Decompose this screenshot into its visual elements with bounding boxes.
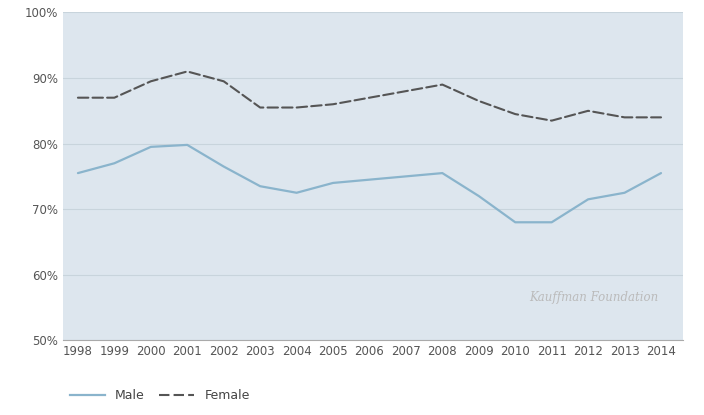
Male <box>620 190 629 195</box>
Female <box>256 105 265 110</box>
Male <box>329 181 337 186</box>
Female <box>146 79 155 84</box>
Female <box>474 98 483 103</box>
Female <box>511 112 520 117</box>
Male <box>365 177 374 182</box>
Male <box>146 144 155 149</box>
Female <box>402 89 410 94</box>
Female <box>110 95 118 100</box>
Female <box>657 115 665 120</box>
Female <box>74 95 82 100</box>
Male <box>110 161 118 166</box>
Male <box>402 174 410 179</box>
Female <box>620 115 629 120</box>
Male <box>256 184 265 189</box>
Male <box>183 142 191 147</box>
Female <box>292 105 301 110</box>
Female <box>183 69 191 74</box>
Male <box>657 171 665 176</box>
Male <box>74 171 82 176</box>
Male <box>438 171 446 176</box>
Female <box>365 95 374 100</box>
Male <box>474 193 483 198</box>
Male <box>584 197 592 202</box>
Line: Female: Female <box>78 71 661 121</box>
Female <box>438 82 446 87</box>
Female <box>584 108 592 113</box>
Male <box>220 164 228 169</box>
Female <box>220 79 228 84</box>
Line: Male: Male <box>78 145 661 222</box>
Male <box>292 190 301 195</box>
Text: Kauffman Foundation: Kauffman Foundation <box>529 291 658 304</box>
Female <box>329 102 337 107</box>
Female <box>548 118 556 123</box>
Male <box>548 220 556 225</box>
Male <box>511 220 520 225</box>
Legend: Male, Female: Male, Female <box>70 389 250 402</box>
